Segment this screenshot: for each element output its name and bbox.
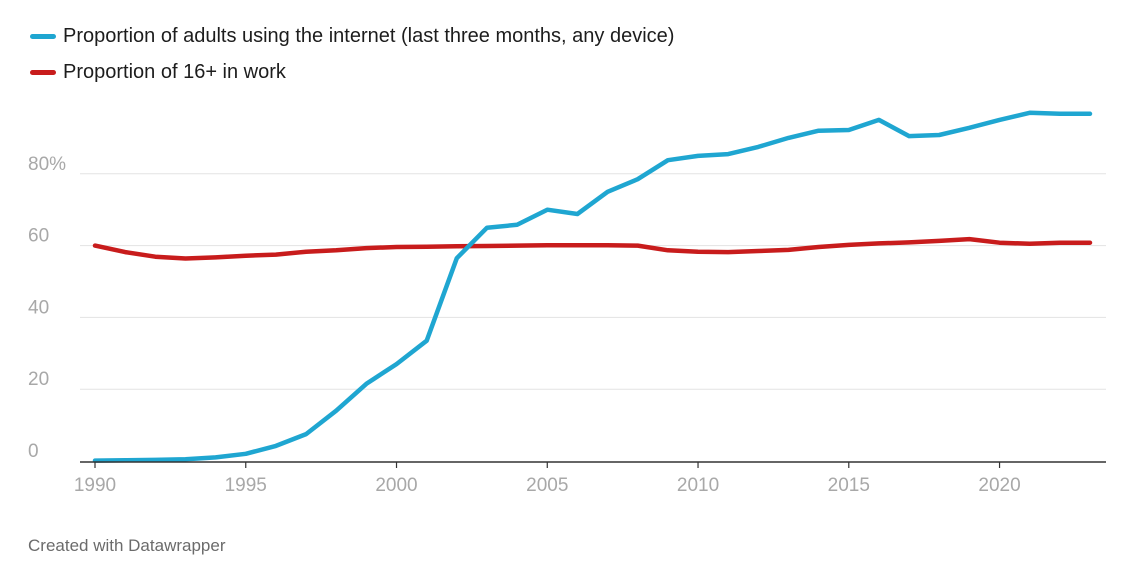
legend-item-internet: Proportion of adults using the internet … <box>30 18 674 54</box>
series-line <box>92 236 1093 261</box>
x-tick-label: 2000 <box>375 475 417 496</box>
x-tick-label: 2020 <box>978 475 1020 496</box>
y-axis-tick-labels: 0 20 40 60 80% <box>28 154 66 462</box>
legend-label-work: Proportion of 16+ in work <box>63 60 286 83</box>
x-tick-label: 2015 <box>828 475 870 496</box>
legend: Proportion of adults using the internet … <box>30 18 674 90</box>
series-line <box>92 110 1093 463</box>
y-tick-label: 40 <box>28 297 49 318</box>
legend-swatch-work <box>30 69 56 75</box>
footer-credit: Created with Datawrapper <box>28 536 226 555</box>
y-tick-label: 60 <box>28 226 49 247</box>
grid-lines <box>80 173 1106 390</box>
y-tick-label: 20 <box>28 369 49 390</box>
y-tick-label: 80% <box>28 154 66 175</box>
legend-swatch-internet <box>30 33 56 39</box>
x-tick-label: 2010 <box>677 475 719 496</box>
legend-label-internet: Proportion of adults using the internet … <box>63 24 675 47</box>
x-tick-label: 1995 <box>225 475 267 496</box>
x-tick-label: 1990 <box>74 475 116 496</box>
series-lines <box>92 110 1093 463</box>
line-chart: 0 20 40 60 80% 1990 1995 2000 2005 2010 2015 2020 <box>28 110 1106 496</box>
x-axis-tick-labels: 1990 1995 2000 2005 2010 2015 2020 <box>74 462 1021 496</box>
y-tick-label: 0 <box>28 441 39 462</box>
x-tick-label: 2005 <box>526 475 568 496</box>
legend-item-work: Proportion of 16+ in work <box>30 54 674 90</box>
